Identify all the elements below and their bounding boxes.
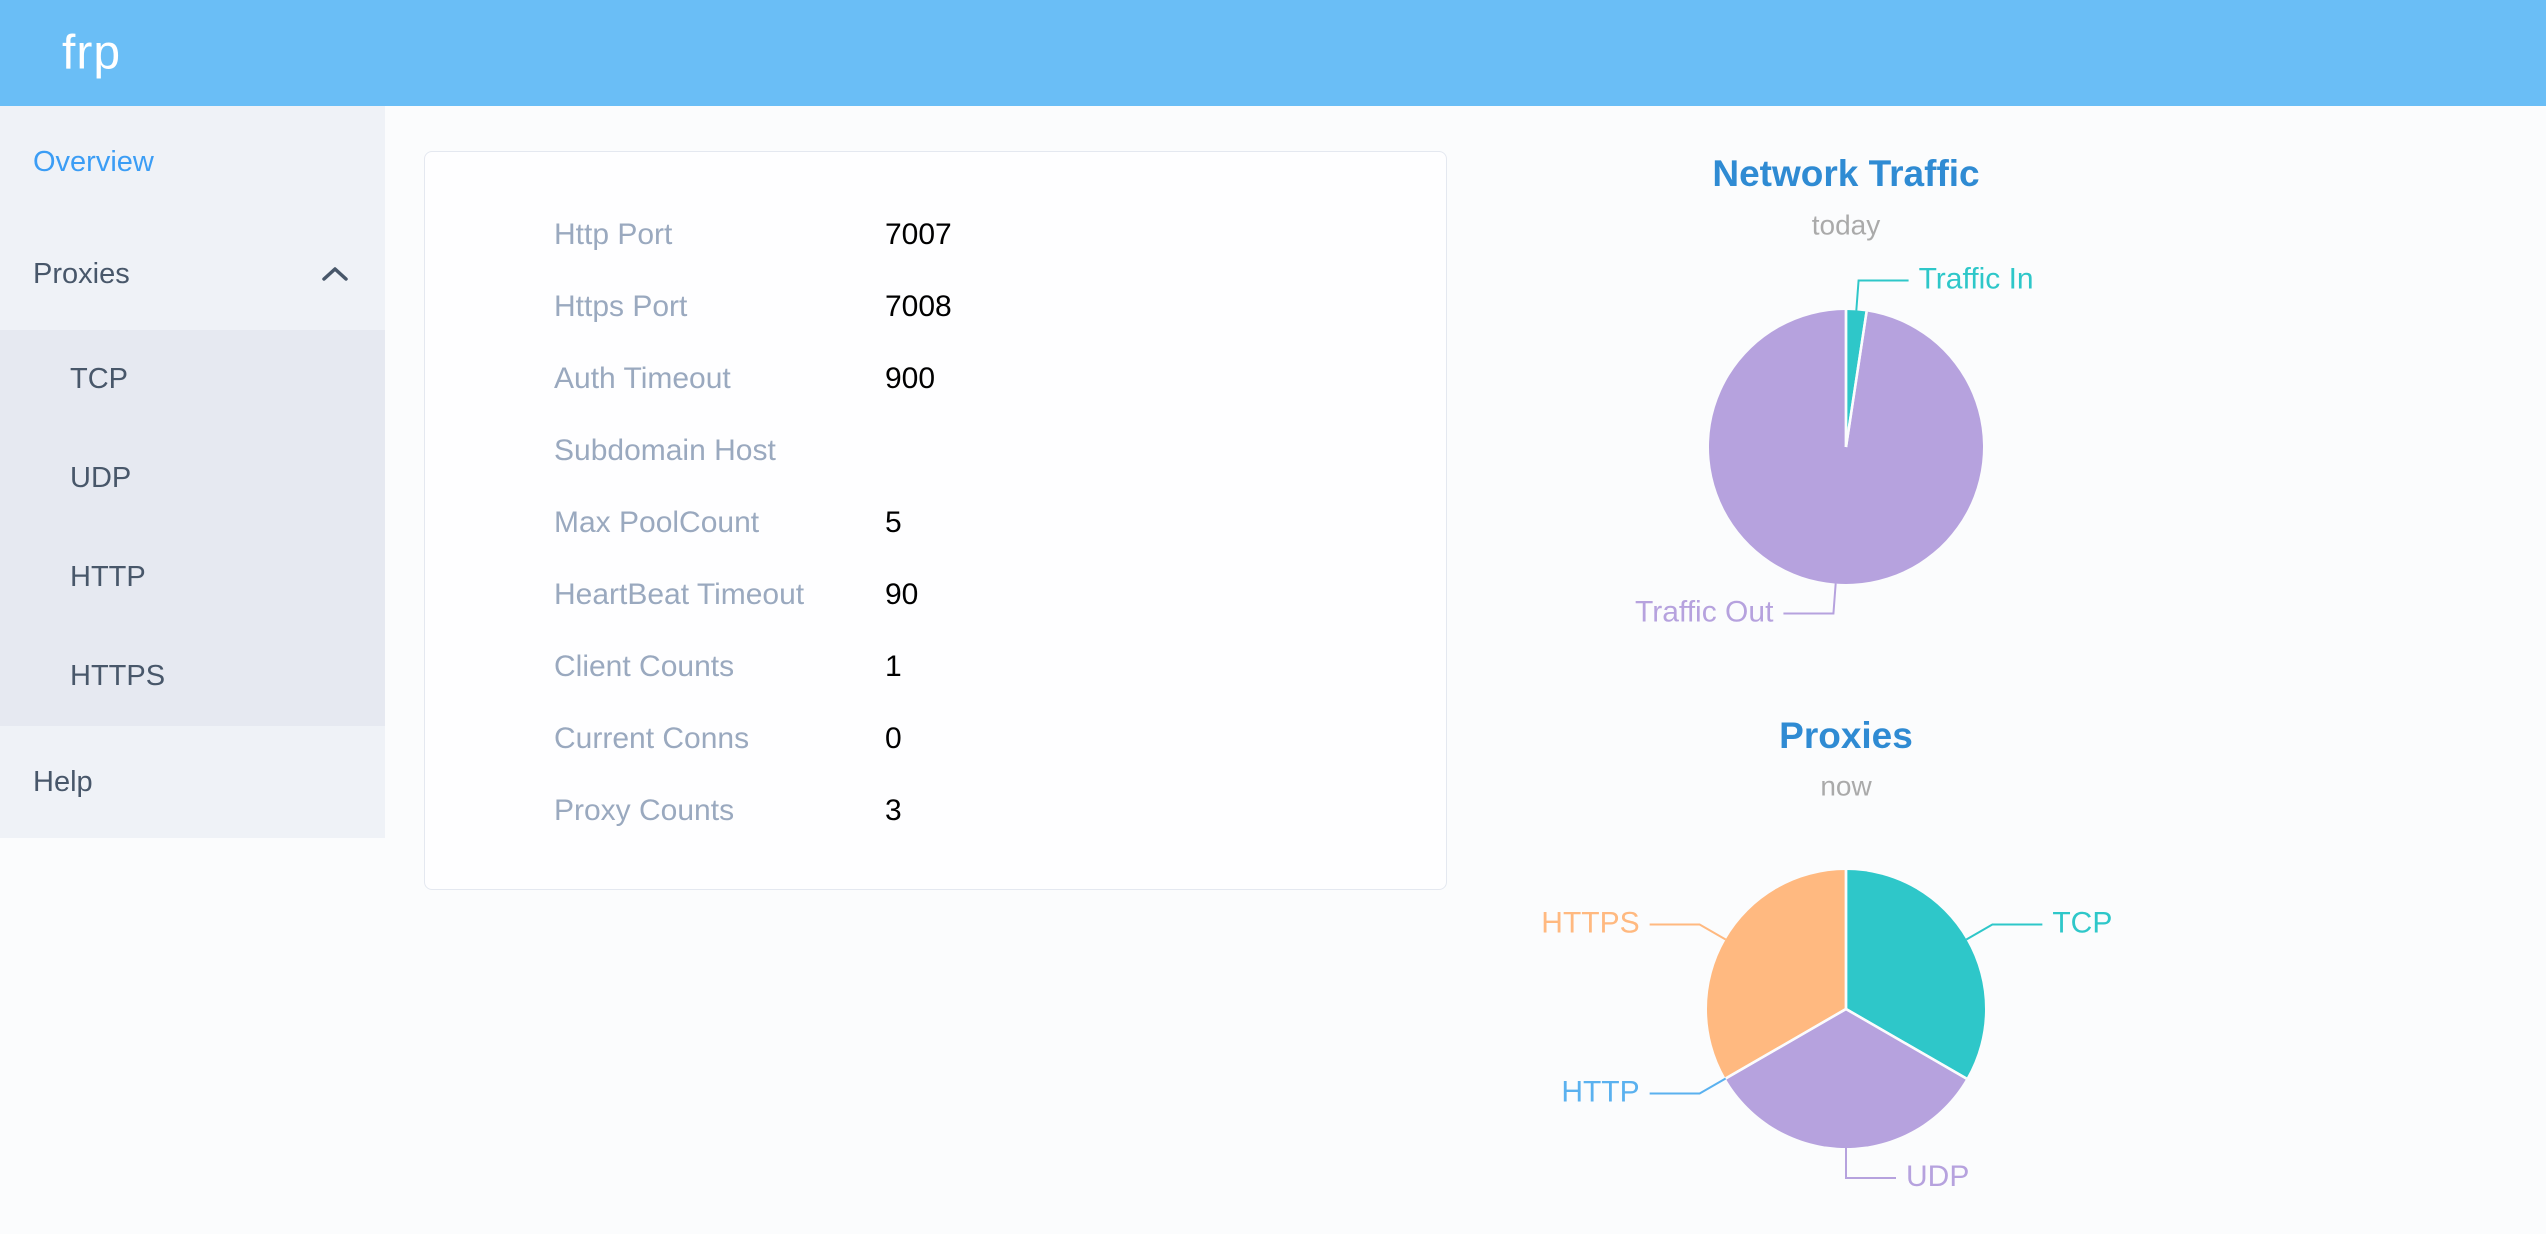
table-row: HeartBeat Timeout 90 bbox=[425, 559, 1446, 631]
pie-label-line bbox=[1649, 923, 1727, 941]
sidebar-item-help[interactable]: Help bbox=[0, 726, 385, 838]
sidebar-item-label: Help bbox=[33, 765, 93, 798]
table-row-value: 0 bbox=[885, 722, 902, 755]
pie-label-https: HTTPS bbox=[1541, 906, 1639, 939]
sidebar-item-label: Overview bbox=[33, 145, 154, 178]
table-row-value: 7008 bbox=[885, 290, 952, 323]
pie-slice-udp[interactable] bbox=[1725, 1009, 1967, 1148]
table-row-label: Max PoolCount bbox=[554, 506, 760, 539]
sidebar-item-http[interactable]: HTTP bbox=[0, 528, 385, 627]
table-row-value: 90 bbox=[885, 578, 919, 611]
pie-label-traffic-out: Traffic Out bbox=[1635, 595, 1774, 628]
table-row-value: 7007 bbox=[885, 218, 952, 251]
server-info-table: Http Port 7007 Https Port 7008 Auth Timeout 9… bbox=[425, 199, 1446, 847]
pie-label-line bbox=[1783, 583, 1837, 615]
table-row-label: Current Conns bbox=[554, 722, 750, 755]
sidebar-item-label: UDP bbox=[70, 462, 132, 494]
table-row-value: 1 bbox=[885, 650, 902, 683]
table-row-label: Auth Timeout bbox=[554, 362, 731, 395]
pie-slice-divider bbox=[1844, 311, 1868, 448]
sidebar: Overview Proxies TCP UDP HTTP HTTPS Help bbox=[0, 106, 385, 838]
app-logo: frp bbox=[62, 26, 122, 80]
submenu-proxies: TCP UDP HTTP HTTPS bbox=[0, 330, 385, 726]
sidebar-item-label: TCP bbox=[70, 363, 128, 395]
pie-slice-https[interactable] bbox=[1707, 870, 1846, 1079]
sidebar-item-label: Proxies bbox=[33, 257, 130, 290]
table-row: Subdomain Host bbox=[425, 415, 1446, 487]
table-row: Https Port 7008 bbox=[425, 271, 1446, 343]
pie-label-line bbox=[1855, 279, 1909, 311]
chart-title: Network Traffic bbox=[1712, 153, 1979, 194]
pie-slice-divider bbox=[1724, 1007, 1847, 1080]
pie-slice-tcp[interactable] bbox=[1846, 870, 1985, 1079]
sidebar-item-label: HTTPS bbox=[70, 660, 166, 692]
table-row-value: 3 bbox=[885, 794, 902, 827]
table-row: Current Conns 0 bbox=[425, 703, 1446, 775]
pie-label-line bbox=[1965, 923, 2043, 941]
sidebar-item-udp[interactable]: UDP bbox=[0, 429, 385, 528]
table-row-label: Subdomain Host bbox=[554, 434, 776, 467]
sidebar-item-overview[interactable]: Overview bbox=[0, 106, 385, 218]
table-row: Auth Timeout 900 bbox=[425, 343, 1446, 415]
table-row: Max PoolCount 5 bbox=[425, 487, 1446, 559]
table-row: Http Port 7007 bbox=[425, 199, 1446, 271]
pie-label-http: HTTP bbox=[1561, 1075, 1639, 1108]
table-row-label: Http Port bbox=[554, 218, 673, 251]
chart-subtitle: now bbox=[1820, 770, 1872, 801]
sidebar-item-label: HTTP bbox=[70, 561, 146, 593]
table-row-value: 5 bbox=[885, 506, 902, 539]
chart-title: Proxies bbox=[1779, 715, 1913, 756]
sidebar-item-proxies[interactable]: Proxies bbox=[0, 218, 385, 330]
pie-label-traffic-in: Traffic In bbox=[1919, 262, 2034, 295]
network-traffic-chart: Network Traffic today Traffic In Traffic Ou… bbox=[1635, 153, 2034, 629]
pie-slice-divider bbox=[1845, 1007, 1968, 1080]
table-row-label: HeartBeat Timeout bbox=[554, 578, 805, 611]
table-row-value: 900 bbox=[885, 362, 936, 395]
app-header: frp bbox=[0, 0, 2546, 106]
chart-subtitle: today bbox=[1812, 209, 1881, 240]
sidebar-item-tcp[interactable]: TCP bbox=[0, 330, 385, 429]
pie-label-udp: UDP bbox=[1906, 1160, 1969, 1193]
table-row-label: Client Counts bbox=[554, 650, 735, 683]
pie-label-line bbox=[1845, 1148, 1896, 1179]
pie-label-tcp: TCP bbox=[2052, 906, 2112, 939]
chevron-up-icon bbox=[322, 267, 348, 281]
table-row-label: Https Port bbox=[554, 290, 688, 323]
server-info-card: Http Port 7007 Https Port 7008 Auth Timeout 9… bbox=[424, 151, 1447, 890]
table-row-label: Proxy Counts bbox=[554, 794, 735, 827]
table-row: Client Counts 1 bbox=[425, 631, 1446, 703]
table-row: Proxy Counts 3 bbox=[425, 775, 1446, 847]
proxies-chart: Proxies now TCP UDP HTTP HTTPS bbox=[1541, 715, 2112, 1193]
sidebar-item-https[interactable]: HTTPS bbox=[0, 627, 385, 726]
pie-label-line bbox=[1649, 1077, 1727, 1095]
